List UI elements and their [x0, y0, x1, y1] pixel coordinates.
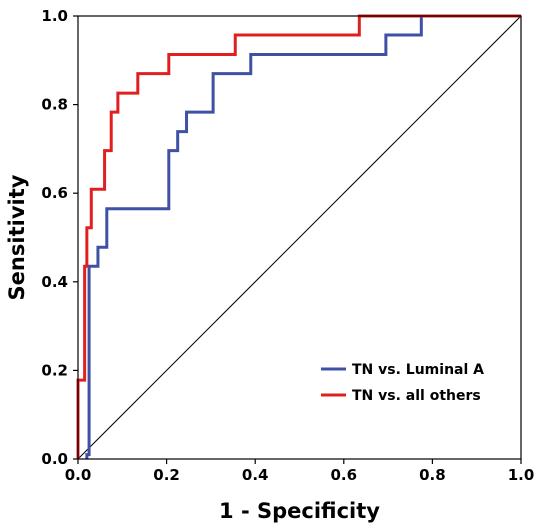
y-tick-label: 0.2 [41, 361, 68, 379]
axis-ticks: 0.0 0.2 0.4 0.6 0.8 1.0 0.0 0.2 0.4 0.6 0.8 1.0 [41, 7, 534, 484]
reference-diagonal-line [77, 15, 522, 460]
y-tick-label: 0.0 [41, 450, 68, 468]
series-line-2 [76, 14, 521, 459]
x-tick-label: 0.2 [153, 466, 180, 484]
plot-area [76, 14, 522, 460]
legend-label-1: TN vs. Luminal A [352, 362, 484, 378]
x-axis-title: 1 - Specificity [219, 499, 380, 523]
y-tick-label: 0.4 [41, 273, 68, 291]
x-tick-label: 0.4 [242, 466, 269, 484]
plot-frame [77, 15, 522, 460]
legend: TN vs. Luminal A TN vs. all others [321, 362, 484, 404]
legend-label-2: TN vs. all others [352, 388, 481, 404]
x-tick-label: 0.0 [65, 466, 92, 484]
x-tick-label: 1.0 [508, 466, 535, 484]
y-tick-label: 0.8 [41, 96, 68, 114]
y-axis-title: Sensitivity [5, 174, 29, 300]
y-tick-label: 0.6 [41, 184, 68, 202]
series-line-1 [85, 14, 521, 459]
y-tick-label: 1.0 [41, 7, 68, 25]
x-tick-label: 0.8 [419, 466, 446, 484]
x-tick-label: 0.6 [331, 466, 358, 484]
